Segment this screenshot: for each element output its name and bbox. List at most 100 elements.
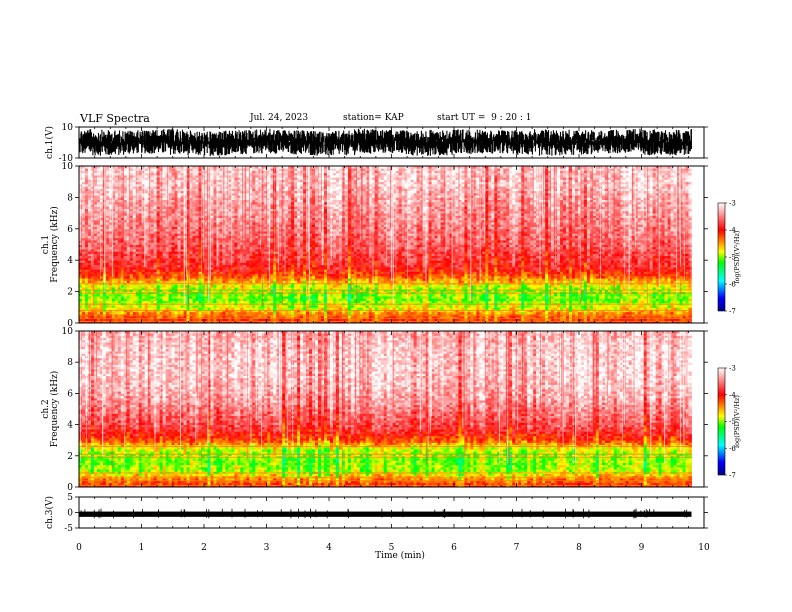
spectrogram-cell	[222, 305, 225, 308]
spectrogram-cell	[94, 202, 97, 205]
spectrogram-cell	[154, 195, 157, 198]
spectrogram-cell	[163, 312, 166, 315]
spectrogram-cell	[94, 265, 97, 268]
spectrogram-cell	[163, 265, 166, 268]
spectrogram-cell	[249, 274, 252, 277]
spectrogram-cell	[193, 227, 196, 230]
spectrogram-cell	[252, 296, 255, 299]
spectrogram-cell	[190, 195, 193, 198]
spectrogram-cell	[172, 195, 175, 198]
spectrogram-cell	[142, 312, 145, 315]
spectrogram-cell	[106, 242, 109, 245]
spectrogram-cell	[210, 227, 213, 230]
spectrogram-cell	[157, 274, 160, 277]
spectrogram-cell	[237, 233, 240, 236]
spectrogram-cell	[127, 296, 130, 299]
spectrogram-cell	[130, 296, 133, 299]
spectrogram-cell	[285, 249, 288, 252]
spectrogram-cell	[136, 249, 139, 252]
spectrogram-cell	[199, 170, 202, 173]
spectrogram-cell	[193, 258, 196, 261]
spectrogram-cell	[222, 280, 225, 283]
spectrogram-cell	[115, 179, 118, 182]
spectrogram-cell	[94, 305, 97, 308]
spectrogram-cell	[85, 195, 88, 198]
spectrogram-cell	[181, 195, 184, 198]
spectrogram-cell	[97, 218, 100, 221]
spectrogram-cell	[145, 312, 148, 315]
spectrogram-cell	[270, 296, 273, 299]
spectrogram-cell	[213, 258, 216, 261]
spectrogram-cell	[255, 186, 258, 189]
spectrogram-cell	[163, 179, 166, 182]
spectrogram-cell	[196, 233, 199, 236]
spectrogram-cell	[178, 202, 181, 205]
spectrogram-cell	[157, 170, 160, 173]
spectrogram-cell	[115, 258, 118, 261]
spectrogram-cell	[118, 233, 121, 236]
spectrogram-cell	[216, 280, 219, 283]
spectrogram-cell	[124, 195, 127, 198]
spectrogram-cell	[255, 274, 258, 277]
spectrogram-cell	[85, 202, 88, 205]
spectrogram-cell	[270, 186, 273, 189]
spectrogram-cell	[154, 312, 157, 315]
spectrogram-cell	[210, 242, 213, 245]
spectrogram-cell	[246, 274, 249, 277]
spectrogram-cell	[172, 202, 175, 205]
spectrogram-cell	[91, 305, 94, 308]
spectrogram-cell	[124, 305, 127, 308]
spectrogram-cell	[133, 218, 136, 221]
spectrogram-cell	[246, 179, 249, 182]
spectrogram-cell	[163, 211, 166, 214]
spectrogram-cell	[270, 195, 273, 198]
spectrogram-cell	[118, 274, 121, 277]
spectrogram-cell	[133, 242, 136, 245]
spectrogram-cell	[88, 312, 91, 315]
spectrogram-cell	[85, 296, 88, 299]
spectrogram-cell	[219, 186, 222, 189]
spectrogram-cell	[97, 227, 100, 230]
spectrogram-cell	[151, 186, 154, 189]
spectrogram-cell	[124, 296, 127, 299]
spectrogram-cell	[85, 227, 88, 230]
spectrogram-cell	[252, 195, 255, 198]
spectrogram-cell	[172, 218, 175, 221]
spectrogram-cell	[199, 218, 202, 221]
spectrogram-cell	[139, 195, 142, 198]
spectrogram-cell	[121, 312, 124, 315]
spectrogram-cell	[255, 305, 258, 308]
spectrogram-cell	[169, 202, 172, 205]
spectrogram-cell	[181, 280, 184, 283]
spectrogram-cell	[154, 274, 157, 277]
y-tick-label: 10	[62, 123, 74, 133]
spectrogram-cell	[258, 296, 261, 299]
spectrogram-cell	[267, 312, 270, 315]
spectrogram-cell	[130, 186, 133, 189]
spectrogram-cell	[151, 296, 154, 299]
spectrogram-cell	[234, 242, 237, 245]
spectrogram-cell	[91, 280, 94, 283]
spectrogram-cell	[228, 202, 231, 205]
spectrogram-cell	[210, 296, 213, 299]
spectrogram-cell	[285, 258, 288, 261]
spectrogram-cell	[202, 305, 205, 308]
spectrogram-cell	[118, 258, 121, 261]
spectrogram-cell	[91, 312, 94, 315]
spectrogram-cell	[255, 211, 258, 214]
spectrogram-cell	[115, 233, 118, 236]
spectrogram-cell	[157, 218, 160, 221]
spectrogram-cell	[190, 312, 193, 315]
spectrogram-cell	[154, 211, 157, 214]
spectrogram-cell	[193, 242, 196, 245]
spectrogram-cell	[121, 305, 124, 308]
spectrogram-cell	[234, 211, 237, 214]
spectrogram-cell	[210, 249, 213, 252]
vlf-spectra-figure: 10-10ch.1(V) 0246810ch.1Frequency (kHz)-…	[0, 0, 792, 612]
spectrogram-cell	[115, 218, 118, 221]
spectrogram-cell	[151, 258, 154, 261]
spectrogram-cell	[106, 296, 109, 299]
spectrogram-cell	[196, 195, 199, 198]
spectrogram-cell	[166, 280, 169, 283]
spectrogram-cell	[154, 249, 157, 252]
